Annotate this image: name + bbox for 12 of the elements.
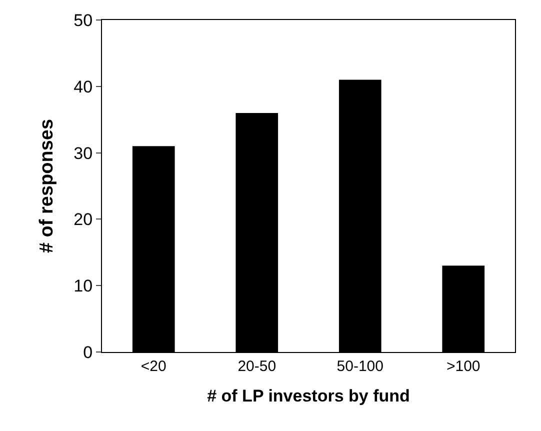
y-tick-label: 30 bbox=[74, 144, 93, 163]
y-tick-label: 0 bbox=[83, 342, 93, 362]
y-tick-label: 10 bbox=[74, 276, 93, 296]
x-axis-title: # of LP investors by fund bbox=[207, 386, 410, 406]
x-tick-label: 50-100 bbox=[336, 358, 384, 375]
x-tick-label: <20 bbox=[140, 358, 166, 375]
y-tick-label: 40 bbox=[74, 77, 93, 96]
y-tick-label: 50 bbox=[74, 10, 93, 30]
x-tick-label: 20-50 bbox=[238, 358, 276, 375]
x-tick-label: >100 bbox=[446, 358, 480, 375]
y-axis-title: # of responses bbox=[36, 118, 58, 254]
y-tick-label: 20 bbox=[74, 210, 93, 230]
